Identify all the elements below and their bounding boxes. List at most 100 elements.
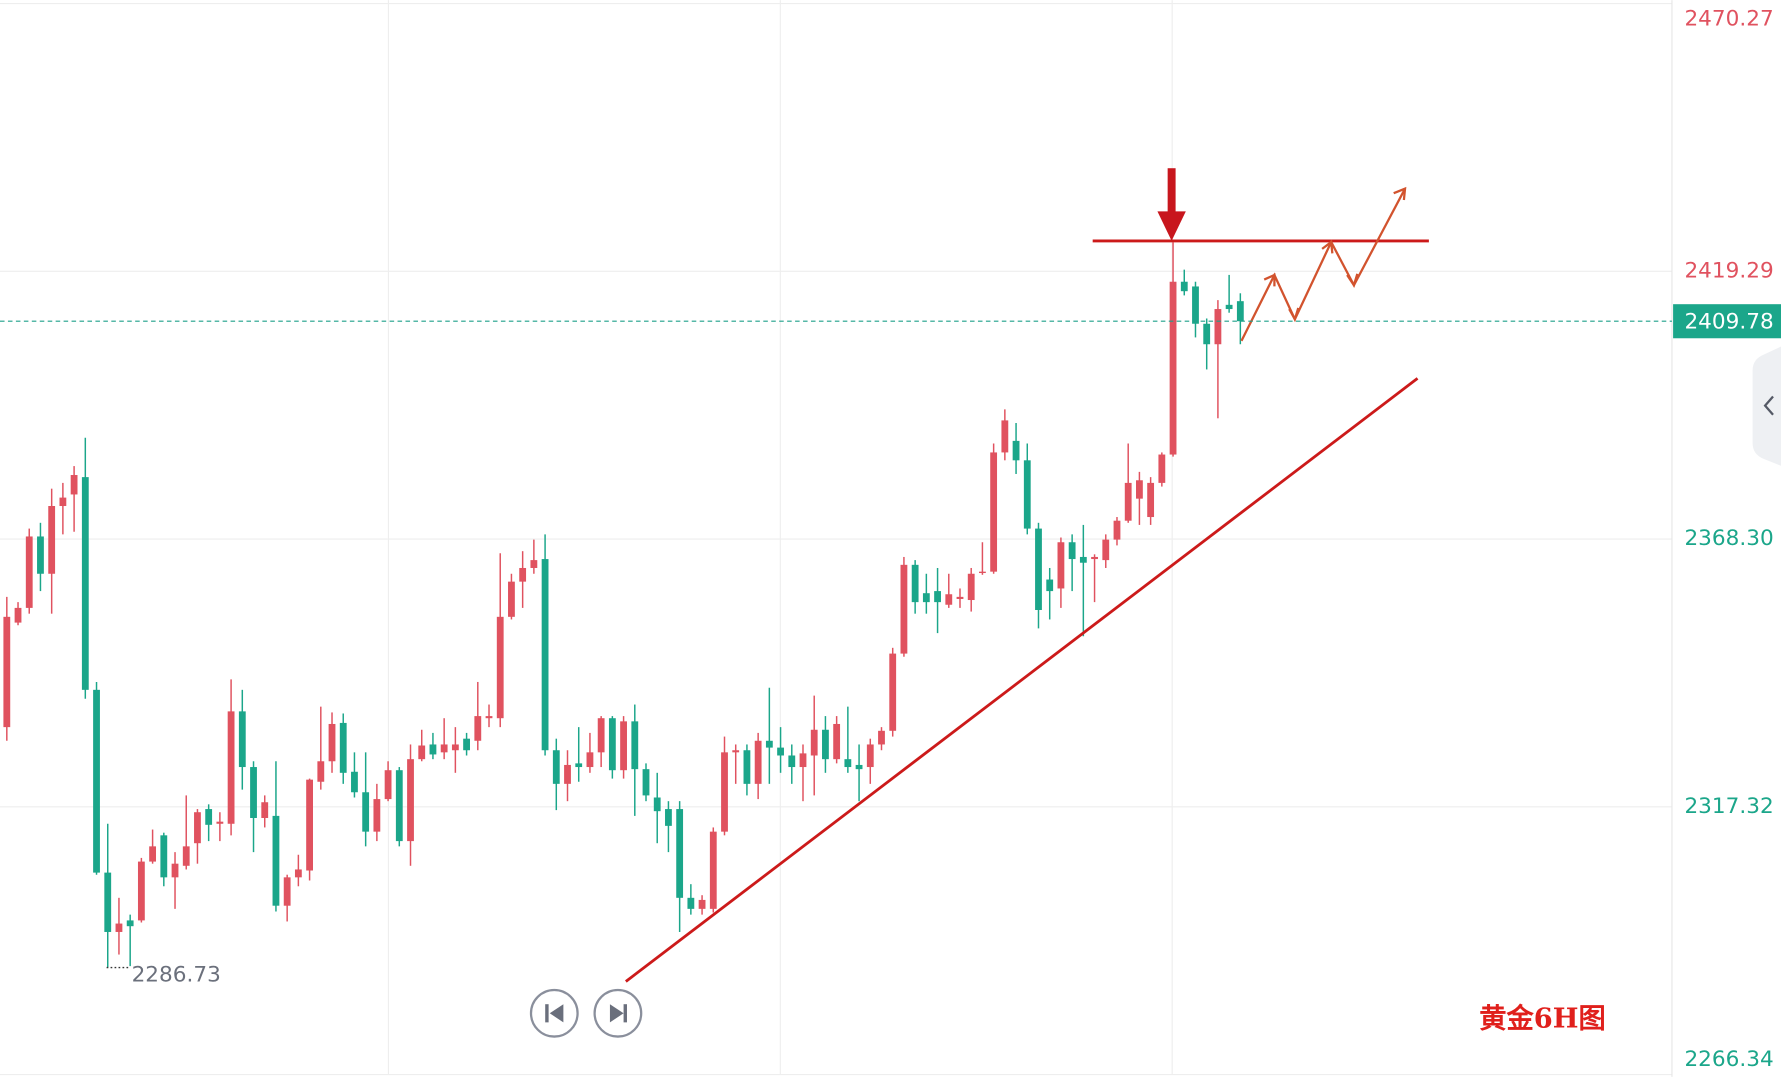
candle-body [788, 755, 796, 768]
candle-body [709, 831, 717, 909]
candle-body [855, 764, 863, 770]
candle-body [552, 750, 560, 784]
candle-layer: 2286.73 [3, 242, 1244, 987]
candle-body [833, 723, 841, 760]
candle-body [238, 711, 246, 768]
candle-body [1091, 556, 1098, 560]
candle-body [810, 729, 818, 756]
candle-body [429, 744, 437, 755]
candle-body [160, 835, 168, 878]
candle-body [1079, 556, 1087, 563]
current-price-tag [1673, 304, 1781, 339]
candle-body [1158, 454, 1166, 483]
candle-body [194, 812, 201, 844]
y-tick-label: 2266.34 [1684, 1047, 1773, 1072]
candle-body [1057, 542, 1065, 589]
y-tick-label: 2317.32 [1684, 794, 1773, 819]
candle-body [519, 567, 527, 582]
candle-body [205, 809, 213, 825]
candle-body [620, 721, 627, 771]
candle-body [1236, 301, 1244, 322]
candle-body [1192, 286, 1199, 324]
scroll-forward-button[interactable] [593, 988, 643, 1038]
arrow-shaft [1167, 168, 1176, 214]
candle-body [911, 564, 919, 603]
button-icon [549, 1004, 564, 1023]
candle-body [3, 616, 11, 728]
candle-body [1147, 482, 1155, 518]
candle-body [564, 764, 571, 784]
candle-body [586, 752, 594, 768]
candle-body [676, 809, 684, 898]
candle-body [575, 763, 583, 768]
candle-body [463, 738, 470, 751]
candle-body [283, 877, 291, 906]
projection-arrowhead [1321, 239, 1334, 254]
candle-body [1023, 460, 1031, 529]
candle-body [25, 536, 33, 608]
candle-body [642, 769, 650, 796]
y-tick-label: 2470.27 [1684, 6, 1773, 31]
scroll-back-button[interactable] [529, 988, 579, 1038]
candle-body [149, 846, 157, 862]
candle-body [608, 718, 616, 771]
projection-arrowhead [1393, 186, 1407, 201]
candle-body [362, 792, 370, 832]
candle-body [687, 897, 695, 909]
candle-body [653, 797, 661, 812]
candle-body [440, 744, 448, 753]
candle-body [1124, 482, 1132, 521]
candle-body [272, 815, 280, 906]
candle-body [777, 747, 784, 756]
candle-body [115, 923, 123, 932]
candle-body [530, 560, 538, 568]
candle-body [934, 591, 941, 603]
candle-body [866, 744, 874, 768]
candle-body [889, 653, 897, 731]
candle-body [451, 744, 459, 751]
low-price-label: 2286.73 [132, 962, 221, 987]
candle-body [328, 723, 336, 762]
candle-body [743, 750, 751, 784]
candle-body [822, 729, 829, 760]
candle-body [1102, 539, 1110, 561]
candle-body [182, 846, 190, 866]
tab-icon [1763, 395, 1774, 416]
candle-body [732, 750, 740, 753]
candle-body [48, 506, 56, 574]
button-icon [623, 1004, 627, 1023]
candle-body [990, 452, 998, 572]
arrow-head [1157, 211, 1186, 241]
collapse-panel-tab[interactable] [1752, 346, 1781, 466]
current-price-label: 2409.78 [1684, 309, 1773, 334]
chart-annotation: 黄金6H图 [1479, 1003, 1605, 1035]
candle-body [407, 759, 414, 842]
y-tick-label: 2368.30 [1684, 526, 1773, 551]
candle-body [721, 752, 728, 832]
candle-body [878, 730, 885, 745]
candle-body [81, 477, 89, 690]
candle-body [1203, 323, 1211, 345]
projection-path [1240, 188, 1407, 342]
candle-body [900, 564, 908, 654]
candle-body [306, 779, 313, 871]
candle-body [698, 899, 706, 909]
candle-body [339, 722, 347, 773]
candle-body [1225, 304, 1233, 310]
candle-body [541, 559, 549, 751]
candle-body [1214, 309, 1222, 345]
candle-body [294, 869, 302, 878]
candle-body [1113, 520, 1121, 540]
candle-body [496, 616, 504, 719]
candle-body [14, 607, 22, 623]
candle-body [945, 594, 953, 605]
candle-body [956, 596, 964, 599]
candle-body [59, 497, 67, 507]
button-icon [545, 1004, 549, 1023]
candle-body [1001, 420, 1009, 453]
candle-body [37, 536, 44, 574]
candle-body [967, 573, 975, 601]
candle-body [485, 716, 493, 719]
